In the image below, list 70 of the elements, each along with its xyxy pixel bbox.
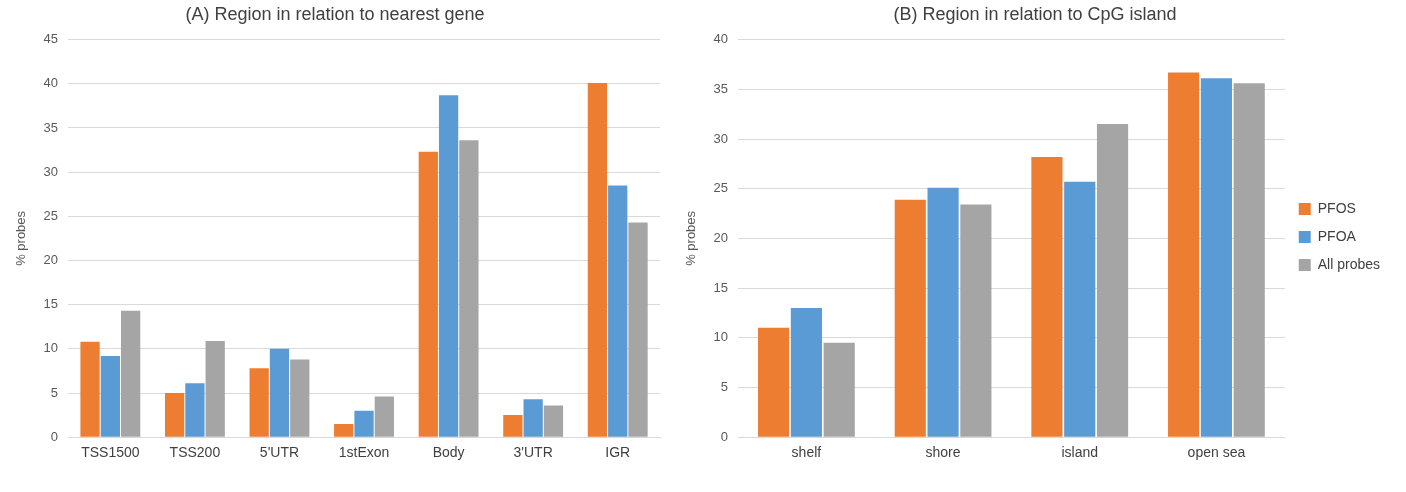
bar [354,410,374,437]
y-tick-label: 40 [43,75,59,91]
bar [608,185,628,437]
legend-label: All probes [1317,255,1381,272]
y-tick-label: 30 [43,163,59,179]
y-tick-label: 35 [43,119,59,135]
x-tick-label: Body [432,444,465,461]
y-tick-label: 5 [720,379,729,395]
bar [249,368,269,437]
bar [1031,156,1063,437]
bar [80,341,100,437]
bar [1233,83,1265,437]
chart-title: (A) Region in relation to nearest gene [185,3,485,24]
legend-label: PFOS [1317,199,1356,216]
y-tick-label: 15 [713,279,729,295]
bar [628,222,648,437]
bar [459,140,479,437]
bar [960,204,992,437]
bar [164,393,185,437]
x-tick-label: island [1061,444,1099,461]
bar [418,151,438,437]
y-tick-label: 15 [43,296,59,312]
y-tick-label: 35 [713,80,729,96]
y-tick-label: 45 [43,31,59,47]
y-tick-label: 10 [43,340,59,356]
x-tick-label: shelf [791,444,822,461]
x-tick-label: shore [925,444,961,461]
y-tick-label: 40 [713,31,729,47]
bar [1168,72,1200,437]
x-tick-label: IGR [605,444,631,461]
bar [587,82,608,437]
y-tick-label: 25 [43,207,59,223]
y-axis-title: % probes [683,210,699,266]
bar [543,405,564,437]
y-tick-label: 30 [713,130,729,146]
bar [790,307,822,437]
bar [894,199,926,437]
x-tick-label: 1stExon [338,444,390,461]
bar [1096,124,1129,437]
bar [334,423,354,437]
bar [205,340,225,437]
bar [1064,181,1096,437]
bar [269,348,290,437]
y-tick-label: 0 [50,428,59,444]
bar [185,383,205,437]
x-tick-label: open sea [1187,444,1246,461]
y-tick-label: 10 [713,329,729,345]
y-axis-title: % probes [13,210,29,266]
bar [523,399,543,437]
y-tick-label: 0 [720,428,729,444]
bar [290,359,310,437]
bar [121,310,141,437]
y-tick-label: 25 [713,180,729,196]
legend-label: PFOA [1317,227,1357,244]
bar [503,415,523,437]
y-tick-label: 20 [713,229,729,245]
bar [927,187,959,437]
y-tick-label: 20 [43,252,59,268]
bar [438,95,459,437]
x-tick-label: 5'UTR [259,444,300,461]
x-tick-label: TSS1500 [81,444,140,461]
x-tick-label: TSS200 [169,444,221,461]
bar [100,355,120,437]
chart-title: (B) Region in relation to CpG island [893,3,1177,24]
bar [758,327,790,437]
x-tick-label: 3'UTR [513,444,553,461]
y-tick-label: 5 [50,384,59,400]
bar [823,342,855,437]
bar [1200,78,1232,437]
bar [374,396,394,437]
